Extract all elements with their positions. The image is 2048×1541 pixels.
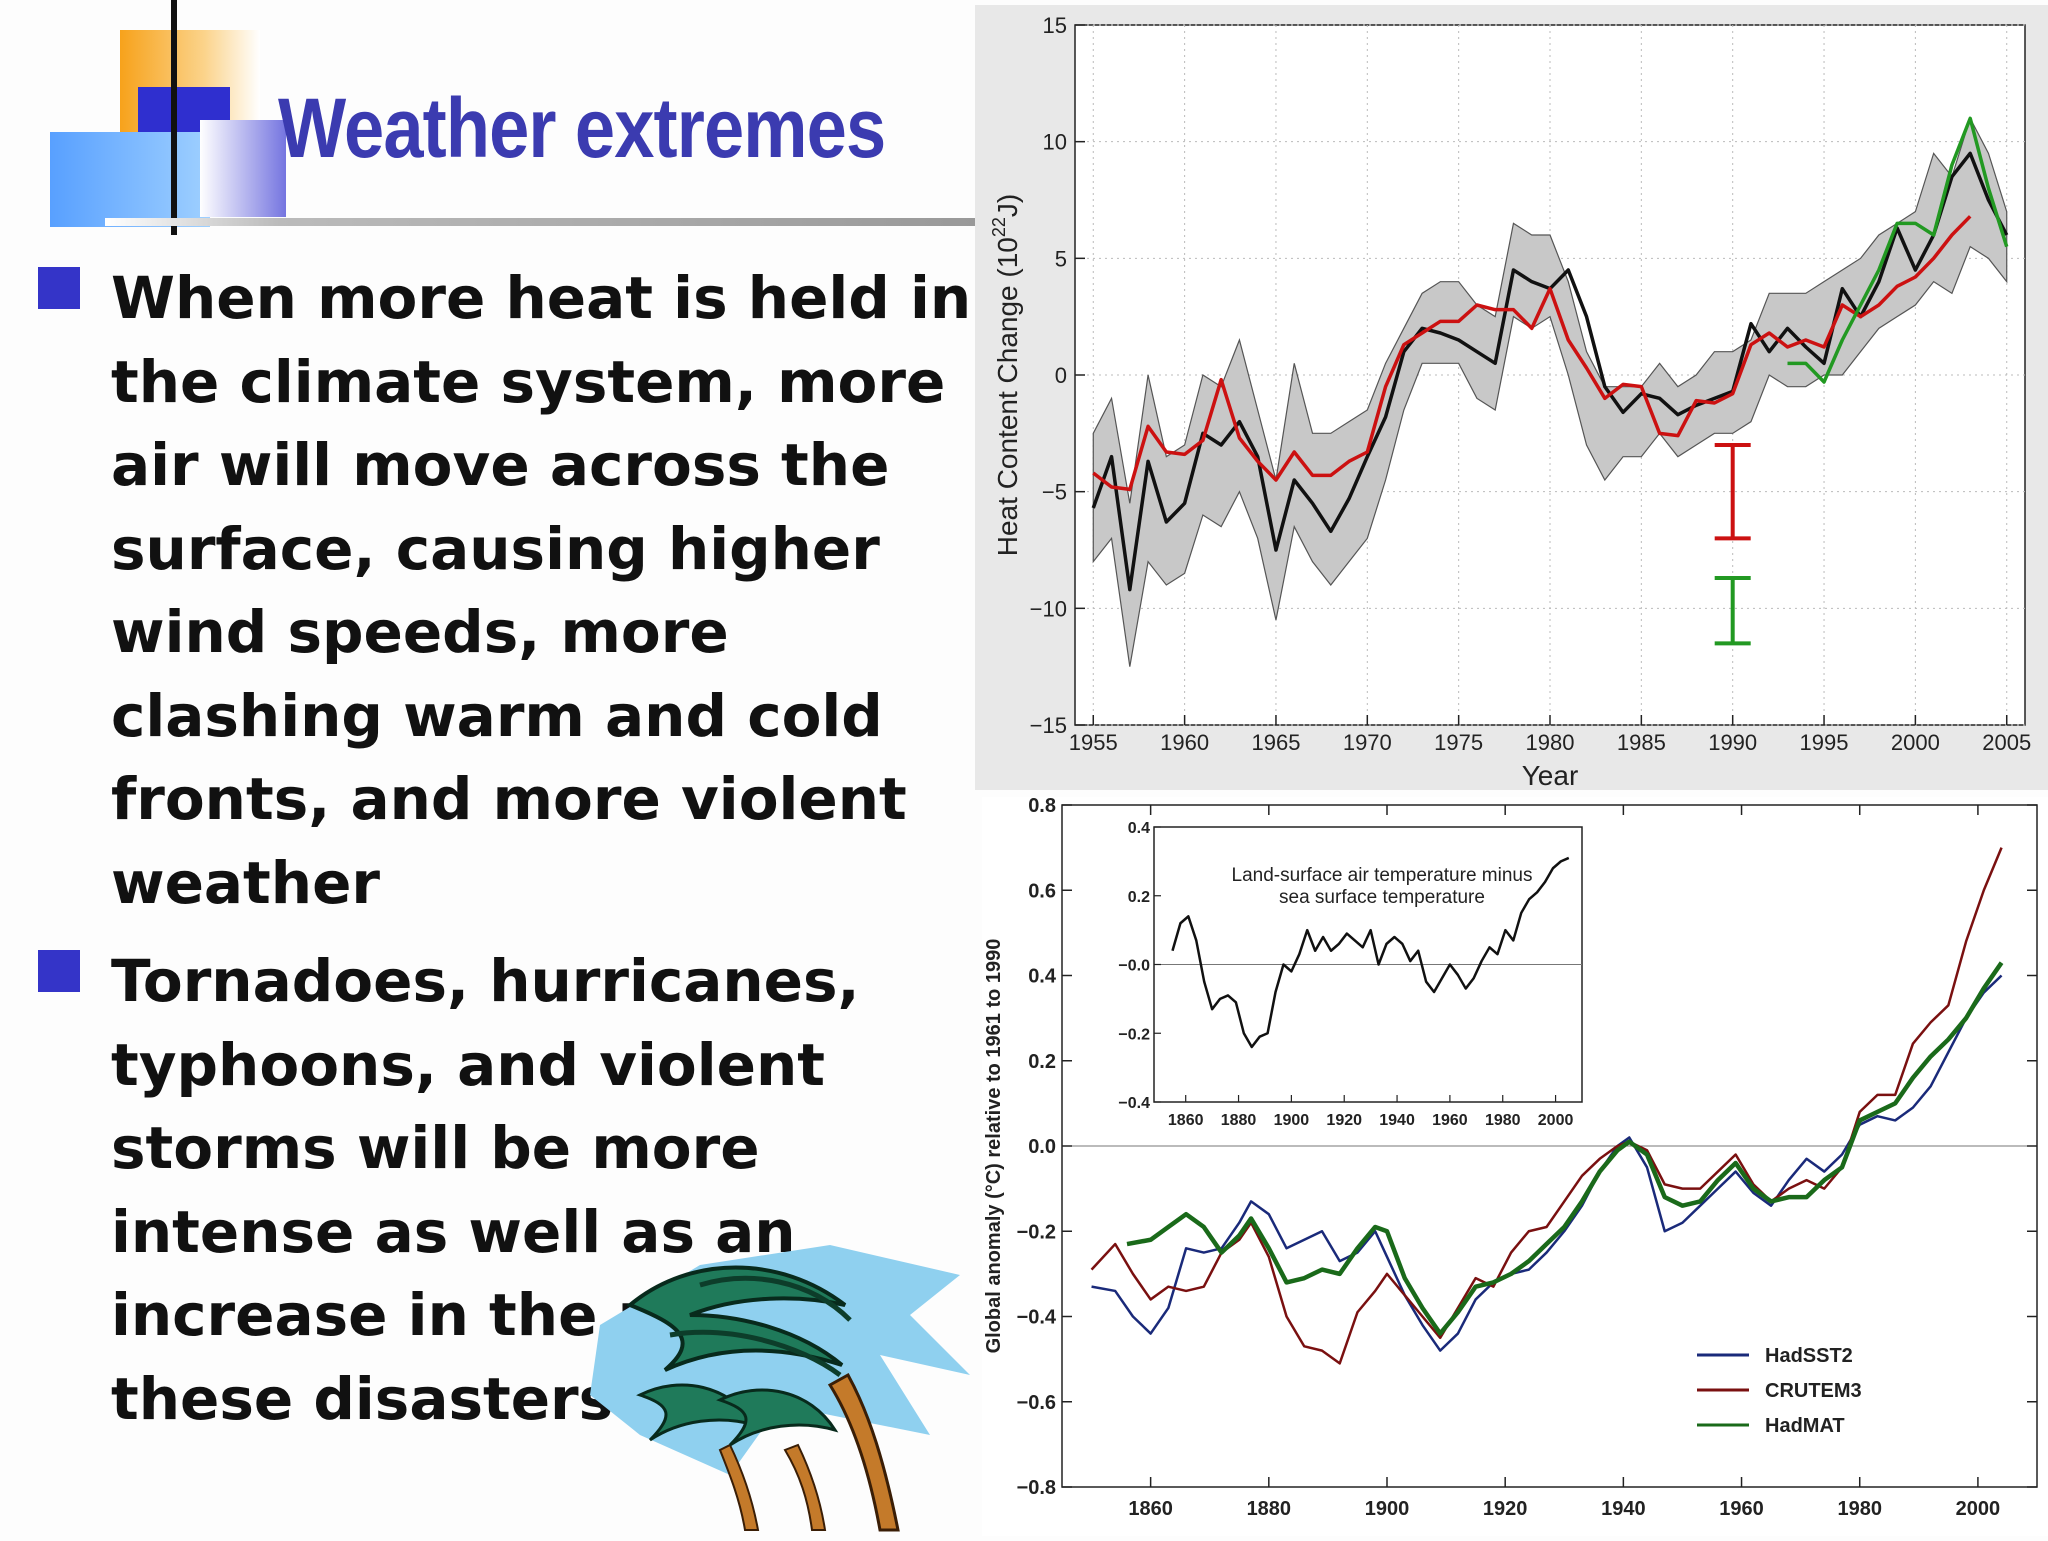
legend-label-HadSST2: HadSST2 (1765, 1345, 1853, 1367)
series-line-1 (1092, 215, 1972, 492)
bullet-line: surface, causing higher (111, 514, 880, 583)
inset-y-tick-label: −0.4 (1118, 1095, 1150, 1112)
inset-x-tick-label: 1960 (1432, 1112, 1468, 1129)
bullet-line: these disasters (111, 1364, 614, 1433)
palm-trees-wind-clipart (590, 1245, 970, 1532)
y-tick-label: −0.4 (1017, 1307, 1057, 1329)
legend-label-HadMAT: HadMAT (1765, 1415, 1845, 1437)
y-tick-label: −0.2 (1017, 1221, 1056, 1243)
bullet-line: the climate system, more (111, 347, 946, 416)
bullet-square-icon (38, 267, 80, 309)
y-tick-label: 10 (1043, 130, 1067, 155)
inset-series-line (1171, 856, 1570, 1049)
y-tick-label: 0.0 (1028, 1136, 1056, 1158)
bullet-1-text: When more heat is held in the climate sy… (111, 257, 972, 925)
bullet-line: weather (111, 848, 381, 917)
inset-x-tick-label: 1920 (1326, 1112, 1362, 1129)
x-tick-label: 1955 (1069, 730, 1118, 755)
y-tick-label: −0.8 (1017, 1477, 1056, 1499)
inset-x-tick-label: 1940 (1379, 1112, 1415, 1129)
inset-title-line-2: sea surface temperature (1279, 887, 1485, 908)
inset-y-tick-label: −0.2 (1118, 1026, 1150, 1043)
x-tick-label: 1980 (1526, 730, 1575, 755)
inset-x-tick-label: 1860 (1168, 1112, 1204, 1129)
series-line-HadSST2 (1091, 974, 2003, 1352)
bullet-line: air will move across the (111, 431, 890, 499)
y-tick-label: 0.8 (1028, 797, 1056, 817)
heat-content-chart-svg: 1955 1960 1965 1970 1975 1980 1985 1990 1995 2000… (989, 13, 2031, 791)
x-tick-label: 1880 (1247, 1498, 1292, 1520)
y-tick-label: 0 (1055, 363, 1067, 388)
x-tick-label: 1960 (1160, 730, 1209, 755)
x-tick-label: 1970 (1343, 730, 1392, 755)
y-tick-label: 0.6 (1028, 880, 1056, 902)
bullet-2-text: Tornadoes, hurricanes, typhoons, and vio… (111, 940, 878, 1441)
x-tick-label: 2000 (1891, 730, 1940, 755)
slide-title: Weather extremes (278, 81, 886, 175)
x-tick-label: 1940 (1601, 1498, 1646, 1520)
x-tick-label: 1985 (1617, 730, 1666, 755)
inset-x-tick-label: 1880 (1221, 1112, 1257, 1129)
inset-title-line-1: Land-surface air temperature minus (1232, 865, 1533, 886)
heat-content-chart: 1955 1960 1965 1970 1975 1980 1985 1990 1995 2000… (975, 5, 2048, 791)
bullet-line: When more heat is held in (111, 264, 972, 332)
uncertainty-band (1092, 116, 2008, 667)
bullet-line: fronts, and more violent (111, 765, 907, 833)
logo-lightblue-square (50, 132, 210, 227)
y-tick-label: −10 (1030, 596, 1067, 621)
x-tick-label: 1990 (1708, 730, 1757, 755)
bullet-line: intense as well as an (111, 1197, 796, 1266)
global-anomaly-chart-svg: 1860 1880 1900 1920 1940 1960 1980 2000 −0.8 −0.6… (983, 795, 2038, 1520)
title-underline (105, 218, 975, 226)
bullet-line: typhoons, and violent (111, 1030, 825, 1099)
legend-label-CRUTEM3: CRUTEM3 (1765, 1380, 1862, 1402)
x-tick-label: 1920 (1483, 1498, 1528, 1520)
x-axis-label: Year (1522, 760, 1579, 790)
y-tick-label: 5 (1055, 246, 1067, 271)
x-tick-label: 1960 (1719, 1498, 1764, 1520)
x-tick-label: 1860 (1128, 1498, 1173, 1520)
inset-x-tick-label: 1900 (1274, 1112, 1310, 1129)
bullet-square-icon (38, 950, 80, 992)
inset-y-tick-label: −0.0 (1118, 958, 1150, 975)
x-tick-label: 2005 (1982, 730, 2031, 755)
inset-y-tick-label: 0.4 (1128, 820, 1150, 837)
x-tick-label: 1900 (1365, 1498, 1410, 1520)
bullet-line: storms will be more (111, 1114, 760, 1182)
inset-y-tick-label: 0.2 (1128, 889, 1150, 906)
y-axis-label: Heat Content Change (1022J) (989, 194, 1023, 556)
y-tick-label: −5 (1042, 480, 1067, 505)
y-axis-label: Global anomaly (°C) relative to 1961 to … (983, 939, 1005, 1354)
x-tick-label: 1965 (1251, 730, 1300, 755)
x-tick-label: 1980 (1837, 1498, 1882, 1520)
y-tick-label: 0.4 (1028, 966, 1057, 988)
series-line-2 (1787, 116, 2009, 384)
bullet-1: When more heat is held in the climate sy… (38, 257, 972, 925)
y-tick-label: −0.6 (1017, 1392, 1056, 1414)
logo-vertical-line (171, 0, 177, 235)
bullet-line: Tornadoes, hurricanes, (111, 947, 860, 1015)
logo-violet-square (200, 120, 286, 217)
global-anomaly-chart: 1860 1880 1900 1920 1940 1960 1980 2000 −0.8 −0.6… (982, 795, 2048, 1536)
x-tick-label: 1995 (1800, 730, 1849, 755)
series-line-HadMAT (1126, 961, 2004, 1336)
inset-x-tick-label: 2000 (1538, 1112, 1574, 1129)
x-tick-label: 1975 (1434, 730, 1483, 755)
bullet-line: wind speeds, more (111, 598, 729, 666)
x-tick-label: 2000 (1956, 1498, 2001, 1520)
y-tick-label: 0.2 (1028, 1051, 1056, 1073)
inset-x-tick-label: 1980 (1485, 1112, 1521, 1129)
bullet-line: clashing warm and cold (111, 681, 883, 750)
bullet-2: Tornadoes, hurricanes, typhoons, and vio… (38, 940, 878, 1441)
y-tick-label: 15 (1043, 13, 1067, 38)
y-tick-label: −15 (1030, 713, 1067, 738)
